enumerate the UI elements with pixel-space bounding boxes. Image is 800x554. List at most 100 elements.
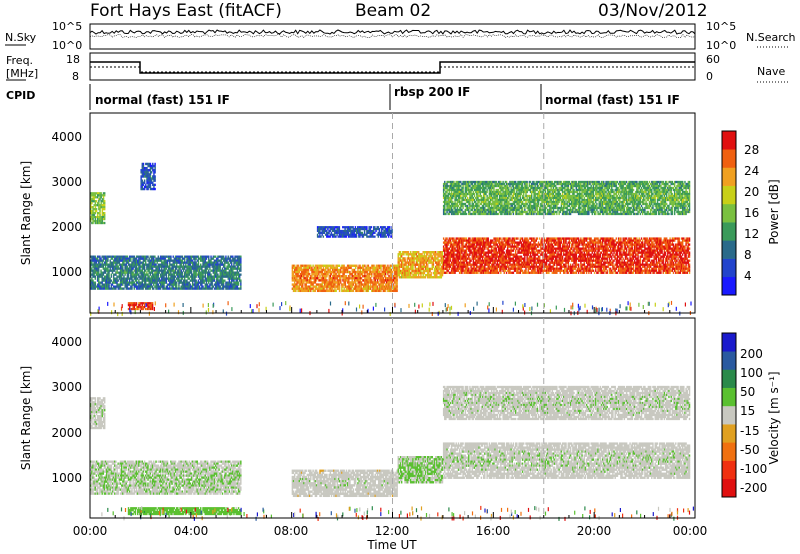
- heatmap-cell: [203, 287, 205, 290]
- heatmap-cell: [408, 263, 411, 266]
- heatmap-cell: [321, 275, 324, 278]
- heatmap-cell: [506, 241, 509, 244]
- heatmap-cell: [186, 275, 188, 278]
- heatmap-cell: [478, 269, 480, 272]
- heatmap-cell: [360, 277, 363, 280]
- heatmap-cell: [402, 259, 404, 262]
- heatmap-cell: [222, 275, 225, 278]
- heatmap-cell: [165, 275, 168, 278]
- heatmap-cell: [361, 228, 364, 231]
- heatmap-cell: [238, 255, 241, 258]
- heatmap-cell: [292, 266, 295, 270]
- heatmap-cell: [449, 249, 452, 252]
- heatmap-cell: [375, 283, 378, 286]
- heatmap-cell: [504, 259, 507, 262]
- heatmap-cell: [492, 267, 494, 270]
- heatmap-cell: [150, 164, 153, 168]
- heatmap-cell: [95, 210, 98, 213]
- heatmap-cell: [197, 265, 200, 268]
- heatmap-cell: [200, 267, 202, 270]
- heatmap-cell: [420, 276, 422, 279]
- heatmap-cell: [470, 249, 472, 252]
- heatmap-cell: [146, 267, 148, 270]
- heatmap-cell: [93, 259, 95, 262]
- heatmap-cell: [319, 287, 321, 290]
- heatmap-cell: [163, 281, 165, 284]
- heatmap-cell: [115, 265, 117, 268]
- heatmap-cell: [416, 251, 419, 254]
- heatmap-cell: [321, 283, 324, 286]
- heatmap-cell: [477, 251, 479, 254]
- heatmap-cell: [514, 253, 517, 256]
- heatmap-cell: [99, 204, 101, 207]
- heatmap-cell: [149, 307, 152, 311]
- heatmap-cell: [463, 255, 465, 258]
- heatmap-cell: [175, 255, 178, 258]
- heatmap-cell: [338, 279, 341, 282]
- heatmap-cell: [96, 257, 99, 260]
- heatmap-cell: [497, 263, 500, 266]
- heatmap-cell: [125, 261, 127, 264]
- heatmap-cell: [100, 192, 102, 195]
- heatmap-cell: [488, 259, 491, 262]
- heatmap-cell: [146, 273, 148, 276]
- heatmap-cell: [454, 243, 456, 246]
- heatmap-cell: [387, 270, 389, 274]
- heatmap-cell: [365, 283, 367, 286]
- heatmap-cell: [90, 271, 92, 274]
- heatmap-cell: [111, 261, 114, 264]
- heatmap-cell: [296, 277, 298, 280]
- heatmap-cell: [101, 210, 104, 213]
- heatmap-cell: [120, 275, 123, 278]
- heatmap-cell: [116, 285, 118, 288]
- heatmap-cell: [198, 285, 201, 288]
- heatmap-cell: [108, 265, 110, 268]
- heatmap-cell: [367, 285, 370, 288]
- heatmap-cell: [216, 283, 218, 286]
- heatmap-cell: [315, 279, 318, 282]
- heatmap-cell: [93, 269, 95, 272]
- heatmap-cell: [183, 271, 186, 274]
- heatmap-cell: [474, 239, 477, 242]
- heatmap-cell: [237, 273, 240, 276]
- heatmap-cell: [216, 261, 218, 264]
- heatmap-cell: [92, 273, 94, 276]
- heatmap-cell: [351, 264, 353, 267]
- heatmap-cell: [405, 261, 407, 264]
- heatmap-cell: [337, 231, 339, 234]
- heatmap-cell: [182, 287, 185, 290]
- heatmap-cell: [150, 275, 153, 278]
- heatmap-cell: [173, 281, 176, 284]
- heatmap-cell: [229, 261, 232, 264]
- heatmap-cell: [357, 287, 359, 290]
- heatmap-cell: [395, 281, 397, 284]
- heatmap-cell: [328, 289, 330, 293]
- heatmap-cell: [514, 245, 517, 248]
- heatmap-cell: [140, 181, 142, 184]
- heatmap-cell: [139, 305, 141, 309]
- heatmap-cell: [143, 269, 146, 272]
- heatmap-cell: [92, 265, 94, 268]
- heatmap-cell: [501, 257, 503, 260]
- heatmap-cell: [313, 270, 315, 274]
- heatmap-cell: [120, 273, 123, 276]
- heatmap-cell: [480, 261, 483, 264]
- heatmap-cell: [460, 255, 462, 258]
- heatmap-cell: [460, 239, 462, 242]
- heatmap-cell: [400, 261, 403, 264]
- heatmap-cell: [365, 281, 367, 284]
- heatmap-cell: [465, 243, 468, 246]
- heatmap-cell: [141, 255, 144, 258]
- heatmap-cell: [332, 228, 335, 231]
- heatmap-cell: [338, 289, 341, 293]
- heatmap-cell: [484, 241, 486, 244]
- heatmap-cell: [446, 249, 448, 252]
- heatmap-cell: [381, 275, 383, 278]
- heatmap-cell: [481, 251, 484, 254]
- heatmap-cell: [511, 243, 513, 246]
- heatmap-cell: [348, 279, 350, 282]
- heatmap-cell: [334, 268, 336, 272]
- heatmap-cell: [170, 275, 172, 278]
- heatmap-cell: [477, 243, 479, 246]
- heatmap-cell: [514, 263, 517, 266]
